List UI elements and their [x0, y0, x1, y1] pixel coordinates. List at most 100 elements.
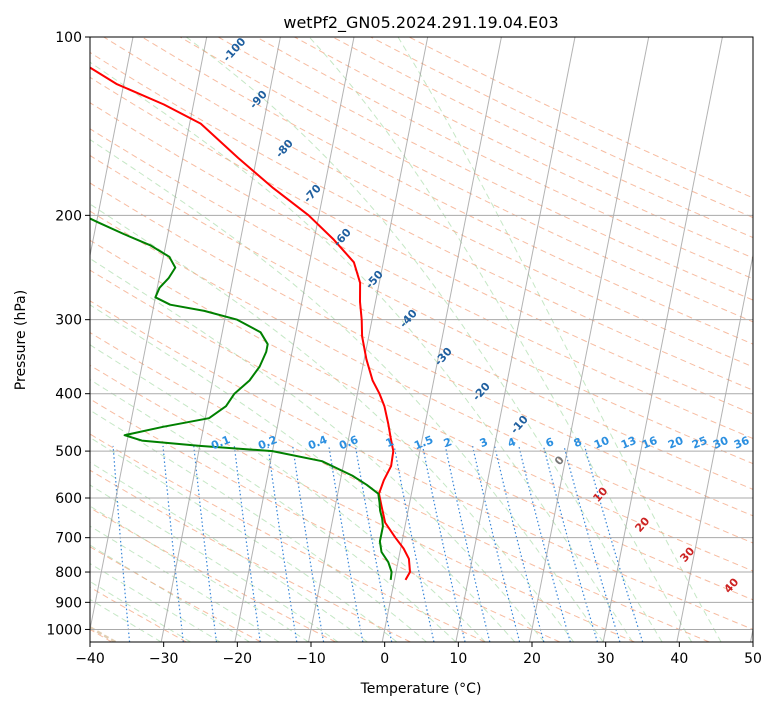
isotherm [308, 37, 429, 642]
dry-adiabat [141, 37, 753, 345]
dry-adiabat [90, 76, 753, 415]
mixing-ratio-label: 30 [711, 434, 730, 452]
x-tick-label: 30 [597, 651, 615, 667]
isotherm [602, 37, 723, 642]
mixing-ratio-line [328, 445, 364, 642]
dry-adiabat [90, 300, 753, 630]
mixing-ratio-line [162, 445, 184, 642]
mixing-ratio-line [193, 445, 218, 642]
dry-adiabat [90, 51, 753, 391]
isotherm [90, 37, 208, 632]
y-tick-label: 500 [55, 444, 82, 460]
dry-adiabat [90, 154, 753, 490]
isotherm [234, 37, 355, 642]
mixing-ratio-label: 10 [592, 434, 611, 452]
x-tick-label: 0 [380, 651, 389, 667]
dry-adiabat [332, 37, 753, 239]
y-tick-label: 800 [55, 565, 82, 581]
mixing-ratio-label: 20 [666, 434, 685, 452]
temperature-line [90, 66, 411, 581]
moist-adiabat [90, 61, 634, 642]
mixing-ratio-label: 4 [506, 435, 518, 450]
isotherm [455, 37, 576, 642]
x-axis-title: Temperature (°C) [360, 681, 482, 697]
mixing-ratio-label: 0.6 [337, 433, 360, 452]
mixing-ratio-line [518, 445, 571, 642]
moist-adiabat [308, 37, 693, 642]
dry-adiabat [90, 364, 635, 642]
adiabat-label: -60 [331, 226, 354, 250]
mixing-ratio-label: 6 [544, 435, 556, 450]
mixing-ratio-line [267, 445, 298, 642]
x-tick-label: −10 [296, 651, 326, 667]
dry-adiabat [90, 433, 486, 642]
dry-adiabat [90, 398, 561, 642]
moist-adiabat [90, 598, 162, 642]
moist-adiabat [90, 304, 516, 642]
mixing-ratio-label: 0.1 [209, 433, 232, 452]
isotherm [381, 37, 502, 642]
x-tick-label: −20 [223, 651, 253, 667]
moist-adiabat [90, 203, 575, 642]
dry-adiabat [90, 507, 336, 642]
adiabat-label: -30 [432, 345, 455, 369]
x-tick-label: −30 [149, 651, 179, 667]
mixing-ratio-line [112, 445, 131, 642]
isotherm [676, 252, 753, 642]
moist-adiabat [90, 436, 398, 642]
moist-adiabat [90, 409, 427, 642]
mixing-ratio-line [542, 445, 598, 642]
adiabat-label: 0 [552, 453, 567, 468]
mixing-ratio-line [292, 445, 325, 642]
x-tick-label: 20 [523, 651, 541, 667]
reference-lines [90, 37, 753, 642]
adiabat-label: -20 [470, 380, 493, 404]
y-tick-label: 200 [55, 208, 82, 224]
mixing-ratio-label: 36 [732, 434, 751, 452]
dry-adiabat [408, 37, 753, 199]
y-axis-title: Pressure (hPa) [13, 290, 29, 390]
dry-adiabat [294, 37, 753, 259]
moist-adiabat [90, 580, 191, 642]
x-tick-label: 50 [744, 651, 762, 667]
isotherm [750, 626, 753, 642]
line-labels: -100-90-80-70-60-50-40-30-20-10010203040… [209, 35, 751, 596]
mixing-ratio-line [472, 445, 521, 642]
isotherm [529, 37, 650, 642]
y-tick-label: 900 [55, 595, 82, 611]
chart-title: wetPf2_GN05.2024.291.19.04.E03 [283, 13, 558, 33]
axis-ticks: −40 −30 −20 −10 0 10 20 30 40 5010020030040050060… [46, 30, 762, 667]
adiabat-label: -80 [273, 137, 296, 161]
isotherm [160, 37, 281, 642]
dry-adiabat [90, 269, 753, 601]
dry-adiabat [90, 331, 710, 642]
mixing-ratio-label: 1.5 [412, 433, 435, 452]
moist-adiabat [397, 37, 722, 642]
mixing-ratio-line [393, 445, 435, 642]
moist-adiabat [90, 563, 221, 642]
moist-adiabat [90, 484, 339, 642]
mixing-ratio-label: 8 [572, 435, 584, 450]
mixing-ratio-label: 0.4 [306, 433, 329, 452]
mixing-ratio-label: 16 [640, 434, 659, 452]
moist-adiabat [90, 544, 250, 642]
dry-adiabat [370, 37, 753, 219]
dewpoint-line [90, 217, 393, 581]
y-tick-label: 400 [55, 387, 82, 403]
moist-adiabat [185, 37, 663, 642]
mixing-ratio-label: 2 [442, 435, 454, 450]
adiabat-label: -10 [508, 413, 531, 437]
y-tick-label: 300 [55, 313, 82, 329]
x-tick-label: 40 [670, 651, 688, 667]
moist-adiabat [90, 461, 368, 642]
sounding-profiles [90, 66, 411, 581]
mixing-ratio-line [444, 445, 491, 642]
moist-adiabat [90, 344, 486, 642]
mixing-ratio-label: 25 [690, 434, 709, 452]
y-tick-label: 1000 [46, 622, 82, 638]
mixing-ratio-line [422, 445, 466, 642]
x-tick-label: −40 [75, 651, 105, 667]
mixing-ratio-label: 13 [619, 434, 638, 452]
adiabat-label: 40 [721, 575, 741, 595]
